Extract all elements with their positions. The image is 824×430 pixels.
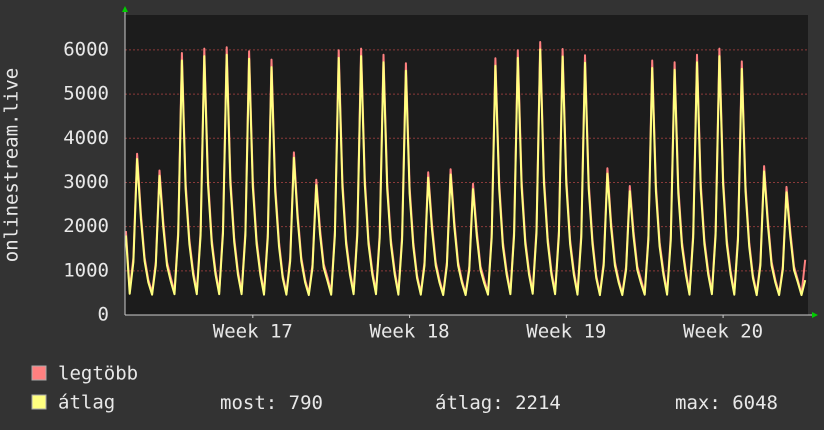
y-tick-label: 3000 — [63, 171, 109, 193]
stat: max: 6048 — [675, 392, 778, 414]
x-tick-label: Week 19 — [526, 321, 606, 343]
y-tick-label: 4000 — [63, 127, 109, 149]
stat-value: 6048 — [732, 392, 778, 414]
legend-swatch — [31, 394, 47, 410]
y-axis-label: onlinestream.live — [1, 68, 23, 262]
y-tick-label: 0 — [98, 304, 109, 326]
stat-label: átlag: — [435, 392, 504, 414]
legend-swatch — [31, 365, 47, 381]
y-tick-label: 1000 — [63, 259, 109, 281]
legend-label: átlag — [58, 392, 115, 414]
legend-label: legtöbb — [58, 363, 138, 385]
stat-label: max: — [675, 392, 721, 414]
y-tick-label: 6000 — [63, 38, 109, 60]
stat-value: 2214 — [515, 392, 561, 414]
series-line — [124, 48, 807, 297]
stat-label: most: — [220, 392, 277, 414]
x-tick-label: Week 17 — [213, 321, 293, 343]
y-tick-label: 5000 — [63, 83, 109, 105]
lines — [124, 41, 807, 297]
stat: most: 790 — [220, 392, 323, 414]
stat: átlag: 2214 — [435, 392, 561, 414]
x-arrow — [812, 312, 818, 318]
stat-value: 790 — [289, 392, 323, 414]
x-tick-label: Week 18 — [370, 321, 450, 343]
x-tick-label: Week 20 — [683, 321, 763, 343]
y-arrow — [122, 6, 128, 12]
y-tick-label: 2000 — [63, 215, 109, 237]
